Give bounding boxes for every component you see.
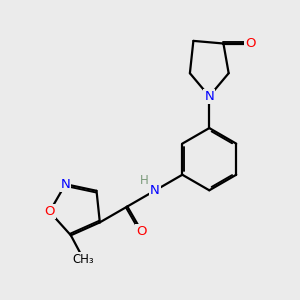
- Text: H: H: [140, 174, 149, 187]
- Text: CH₃: CH₃: [73, 253, 94, 266]
- Text: O: O: [245, 37, 256, 50]
- Text: N: N: [204, 90, 214, 103]
- Text: N: N: [150, 184, 160, 197]
- Text: O: O: [44, 205, 55, 218]
- Text: O: O: [136, 225, 147, 238]
- Text: N: N: [61, 178, 70, 191]
